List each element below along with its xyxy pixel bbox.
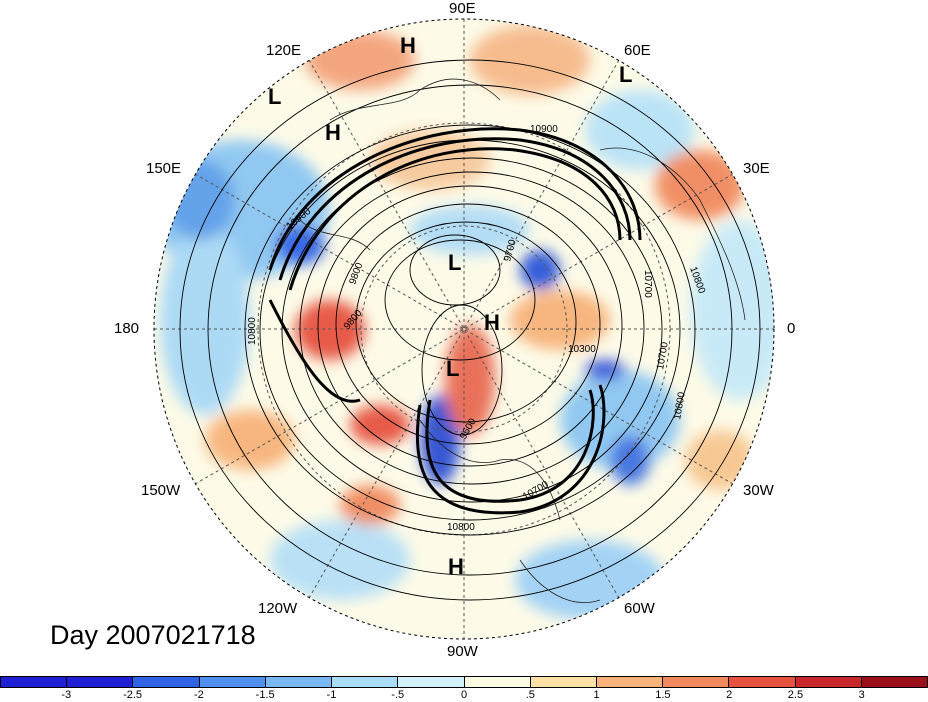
low-marker: L bbox=[619, 62, 633, 87]
lon-label-180: 180 bbox=[114, 320, 140, 337]
colorbar-segment bbox=[663, 677, 730, 687]
colorbar-tick-label: 2 bbox=[726, 689, 733, 701]
colorbar-segment bbox=[596, 677, 664, 687]
date-title: Day 2007021718 bbox=[50, 620, 256, 650]
colorbar-segment bbox=[398, 677, 465, 687]
graticule bbox=[154, 19, 774, 639]
colorbar-tick-label: .5 bbox=[525, 689, 535, 701]
anomaly-field bbox=[154, 19, 774, 639]
colorbar-tick-label: 3 bbox=[858, 689, 865, 701]
colorbar-segment bbox=[1, 677, 68, 687]
contour-label: 10900 bbox=[530, 124, 558, 135]
lon-label-150w: 150W bbox=[141, 482, 181, 499]
low-marker: L bbox=[446, 356, 460, 381]
colorbar-tick-label: 0 bbox=[460, 689, 468, 701]
lon-label-120w: 120W bbox=[258, 600, 298, 617]
colorbar-segment bbox=[729, 677, 796, 687]
contour-label: 10700 bbox=[655, 341, 671, 371]
jet-contours bbox=[268, 127, 642, 515]
lon-label-90w: 90W bbox=[447, 643, 478, 660]
contour-label: 10800 bbox=[672, 391, 688, 421]
colorbar-tick-label: -1 bbox=[326, 689, 337, 701]
colorbar-segment bbox=[530, 677, 597, 687]
map-boundary bbox=[153, 18, 775, 640]
colorbar-segment bbox=[265, 677, 333, 687]
lon-label-30e: 30E bbox=[743, 160, 770, 177]
colorbar-tick-label: -3 bbox=[61, 689, 72, 701]
colorbar-tick-label: 2.5 bbox=[787, 689, 804, 701]
contour-label: 10700 bbox=[642, 270, 653, 298]
colorbar-segment bbox=[795, 677, 862, 687]
high-marker: H bbox=[400, 33, 416, 58]
contour-label: 10300 bbox=[568, 344, 596, 355]
colorbar-segment bbox=[199, 677, 266, 687]
colorbar-tick-label: -1.5 bbox=[255, 689, 275, 701]
lon-label-60e: 60E bbox=[624, 42, 651, 59]
lon-label-90e: 90E bbox=[449, 0, 476, 17]
colorbar-segment bbox=[464, 677, 531, 687]
colorbar-segment bbox=[332, 677, 399, 687]
colorbar-tick-label: 1 bbox=[593, 689, 600, 701]
high-marker: H bbox=[325, 120, 341, 145]
lon-label-150e: 150E bbox=[146, 160, 182, 177]
lon-label-60w: 60W bbox=[624, 600, 655, 617]
colorbar-segment bbox=[861, 677, 928, 687]
colorbar-tick-label: -2.5 bbox=[123, 689, 143, 701]
lon-label-30w: 30W bbox=[743, 482, 774, 499]
colorbar-segment bbox=[67, 677, 134, 687]
colorbar-tick-label: -2 bbox=[193, 689, 204, 701]
low-marker: L bbox=[268, 84, 282, 109]
colorbar bbox=[0, 676, 928, 688]
contour-label: 10800 bbox=[247, 317, 258, 345]
low-marker: L bbox=[448, 250, 462, 275]
coastlines bbox=[299, 78, 746, 603]
colorbar-tick-label: 1.5 bbox=[655, 689, 671, 701]
height-contours bbox=[179, 59, 761, 601]
high-marker: H bbox=[484, 310, 500, 335]
lon-label-0: 0 bbox=[787, 320, 796, 337]
high-marker: H bbox=[448, 554, 464, 579]
colorbar-segment bbox=[133, 677, 200, 687]
colorbar-tick-label: -.5 bbox=[391, 689, 405, 701]
contour-label: 10800 bbox=[447, 522, 475, 533]
lon-label-120e: 120E bbox=[266, 42, 302, 59]
